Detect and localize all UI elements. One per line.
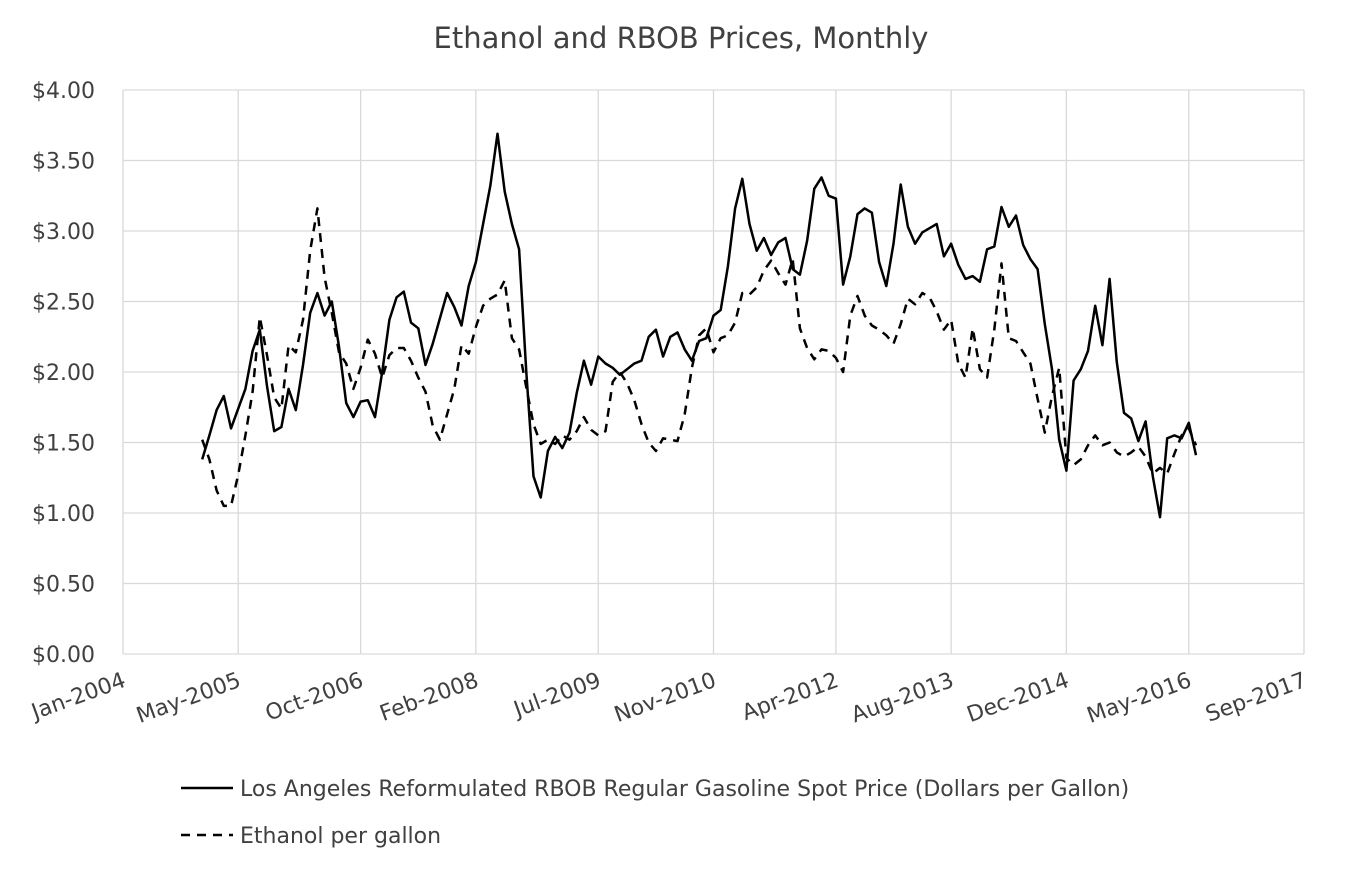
- legend-label-ethanol: Ethanol per gallon: [240, 824, 441, 849]
- x-tick-label: May-2005: [133, 668, 244, 729]
- y-tick-label: $0.00: [32, 643, 95, 668]
- x-tick-label: Jan-2004: [27, 668, 129, 726]
- x-tick-label: Feb-2008: [377, 668, 482, 727]
- y-tick-label: $1.00: [32, 502, 95, 527]
- y-tick-label: $0.50: [32, 573, 95, 598]
- y-tick-label: $1.50: [32, 432, 95, 457]
- y-axis-ticks: $0.00 $0.50 $1.00 $1.50 $2.00 $2.50 $3.00 $3.50…: [32, 79, 95, 668]
- legend-label-rbob: Los Angeles Reformulated RBOB Regular Ga…: [240, 777, 1129, 802]
- x-tick-label: Apr-2012: [739, 668, 842, 726]
- chart-title: Ethanol and RBOB Prices, Monthly: [434, 21, 929, 55]
- x-tick-label: Nov-2010: [611, 668, 719, 728]
- x-tick-label: Jul-2009: [509, 668, 604, 723]
- y-tick-label: $2.00: [32, 361, 95, 386]
- x-tick-label: Sep-2017: [1202, 668, 1310, 728]
- y-tick-label: $3.50: [32, 150, 95, 175]
- x-tick-label: Oct-2006: [262, 668, 366, 726]
- y-tick-label: $3.00: [32, 220, 95, 245]
- x-tick-label: Dec-2014: [964, 668, 1073, 728]
- y-tick-label: $2.50: [32, 291, 95, 316]
- series-line-ethanol: [201, 207, 1198, 508]
- legend: Los Angeles Reformulated RBOB Regular Ga…: [181, 777, 1129, 849]
- x-gridlines: [122, 90, 1305, 654]
- y-tick-label: $4.00: [32, 79, 95, 104]
- x-axis-ticks: Jan-2004 May-2005 Oct-2006 Feb-2008 Jul-2009…: [27, 668, 1310, 729]
- x-tick-label: Aug-2013: [848, 668, 957, 728]
- series-lines: [201, 132, 1198, 519]
- x-tick-label: May-2016: [1084, 668, 1195, 729]
- series-line-rbob: [201, 132, 1198, 519]
